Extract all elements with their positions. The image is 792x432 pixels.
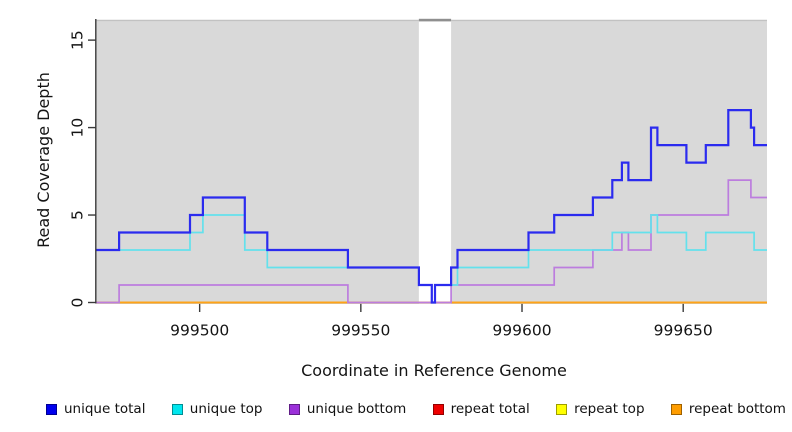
legend-swatch-unique-total bbox=[46, 403, 57, 415]
x-tick-label: 999650 bbox=[654, 322, 713, 340]
x-tick-label: 999550 bbox=[331, 322, 390, 340]
y-tick-label: 5 bbox=[69, 210, 87, 220]
legend-label: repeat top bbox=[574, 401, 645, 417]
legend-swatch-repeat-top bbox=[556, 403, 568, 415]
legend: unique total unique top unique bottom repea… bbox=[46, 397, 786, 421]
y-tick-label: 10 bbox=[69, 118, 87, 138]
legend-item-repeat-top: repeat top bbox=[556, 401, 645, 417]
legend-label: unique total bbox=[64, 401, 146, 417]
reference-gap-cap bbox=[418, 18, 452, 22]
legend-label: repeat total bbox=[450, 401, 530, 417]
legend-item-repeat-total: repeat total bbox=[432, 401, 530, 417]
legend-item-repeat-bottom: repeat bottom bbox=[670, 401, 786, 417]
legend-swatch-repeat-total bbox=[432, 403, 444, 415]
y-axis-title: Read Coverage Depth bbox=[34, 72, 53, 248]
legend-swatch-unique-bottom bbox=[288, 403, 300, 415]
legend-item-unique-bottom: unique bottom bbox=[288, 401, 407, 417]
x-tick-label: 999600 bbox=[492, 322, 551, 340]
legend-item-unique-top: unique top bbox=[171, 401, 263, 417]
y-tick-label: 15 bbox=[69, 30, 87, 50]
x-tick-label: 999500 bbox=[170, 322, 229, 340]
series-line-unique-total bbox=[96, 109, 767, 304]
legend-label: unique top bbox=[189, 401, 263, 417]
legend-swatch-repeat-bottom bbox=[670, 403, 682, 415]
legend-item-unique-total: unique total bbox=[46, 401, 145, 417]
legend-swatch-unique-top bbox=[171, 403, 183, 415]
y-tick-label: 0 bbox=[69, 298, 87, 308]
reference-gap-band bbox=[418, 19, 452, 304]
legend-label: unique bottom bbox=[306, 401, 407, 417]
legend-label: repeat bottom bbox=[688, 401, 786, 417]
x-axis-title: Coordinate in Reference Genome bbox=[301, 361, 567, 380]
